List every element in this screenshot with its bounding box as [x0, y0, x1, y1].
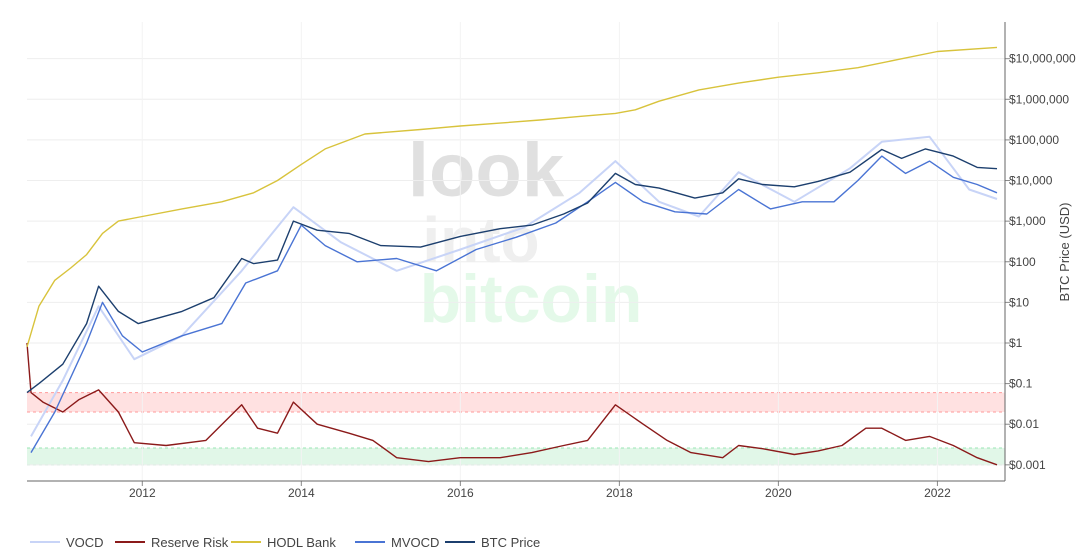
series-mvocd	[30, 155, 998, 453]
legend-label: BTC Price	[481, 535, 540, 550]
x-tick-label: 2020	[765, 486, 792, 500]
series-reserve-risk	[26, 342, 998, 466]
y-axis-title: BTC Price (USD)	[1057, 203, 1072, 302]
watermark: look into bitcoin	[408, 128, 643, 337]
y-tick-label: $10,000	[1009, 174, 1053, 188]
axes: $0.001 $0.01 $0.1 $1 $10 $100 $1,000 $10,000 $10…	[27, 22, 1076, 500]
legend[interactable]: VOCD Reserve Risk HODL Bank MVOCD BTC Price	[30, 535, 540, 550]
y-tick-label: $1	[1009, 336, 1023, 350]
y-tick-label: $1,000,000	[1009, 92, 1069, 106]
legend-label: Reserve Risk	[151, 535, 229, 550]
gridlines	[27, 22, 1005, 481]
y-tick-label: $10,000,000	[1009, 52, 1076, 66]
band-0	[27, 392, 1005, 412]
band-1	[27, 447, 1005, 465]
x-tick-label: 2014	[288, 486, 315, 500]
x-tick-label: 2016	[447, 486, 474, 500]
legend-item-btc-price[interactable]: BTC Price	[445, 535, 540, 550]
series-btc-price	[26, 148, 998, 394]
legend-item-hodl-bank[interactable]: HODL Bank	[231, 535, 336, 550]
watermark-into: into	[422, 204, 539, 276]
x-tick-label: 2012	[129, 486, 156, 500]
series-lines	[26, 46, 998, 466]
legend-label: MVOCD	[391, 535, 439, 550]
x-tick-label: 2018	[606, 486, 633, 500]
y-tick-label: $100,000	[1009, 133, 1059, 147]
risk-bands	[27, 392, 1005, 466]
watermark-bitcoin: bitcoin	[420, 261, 643, 337]
y-tick-label: $0.1	[1009, 377, 1033, 391]
legend-label: HODL Bank	[267, 535, 336, 550]
series-hodl-bank	[26, 46, 998, 348]
y-tick-label: $10	[1009, 295, 1029, 309]
y-tick-label: $100	[1009, 255, 1036, 269]
legend-item-mvocd[interactable]: MVOCD	[355, 535, 439, 550]
legend-item-vocd[interactable]: VOCD	[30, 535, 104, 550]
legend-item-reserve-risk[interactable]: Reserve Risk	[115, 535, 229, 550]
x-tick-label: 2022	[924, 486, 951, 500]
watermark-look: look	[408, 128, 565, 213]
y-tick-label: $0.01	[1009, 417, 1039, 431]
y-tick-label: $0.001	[1009, 458, 1046, 472]
series-vocd	[30, 135, 998, 437]
legend-label: VOCD	[66, 535, 104, 550]
y-tick-label: $1,000	[1009, 214, 1046, 228]
